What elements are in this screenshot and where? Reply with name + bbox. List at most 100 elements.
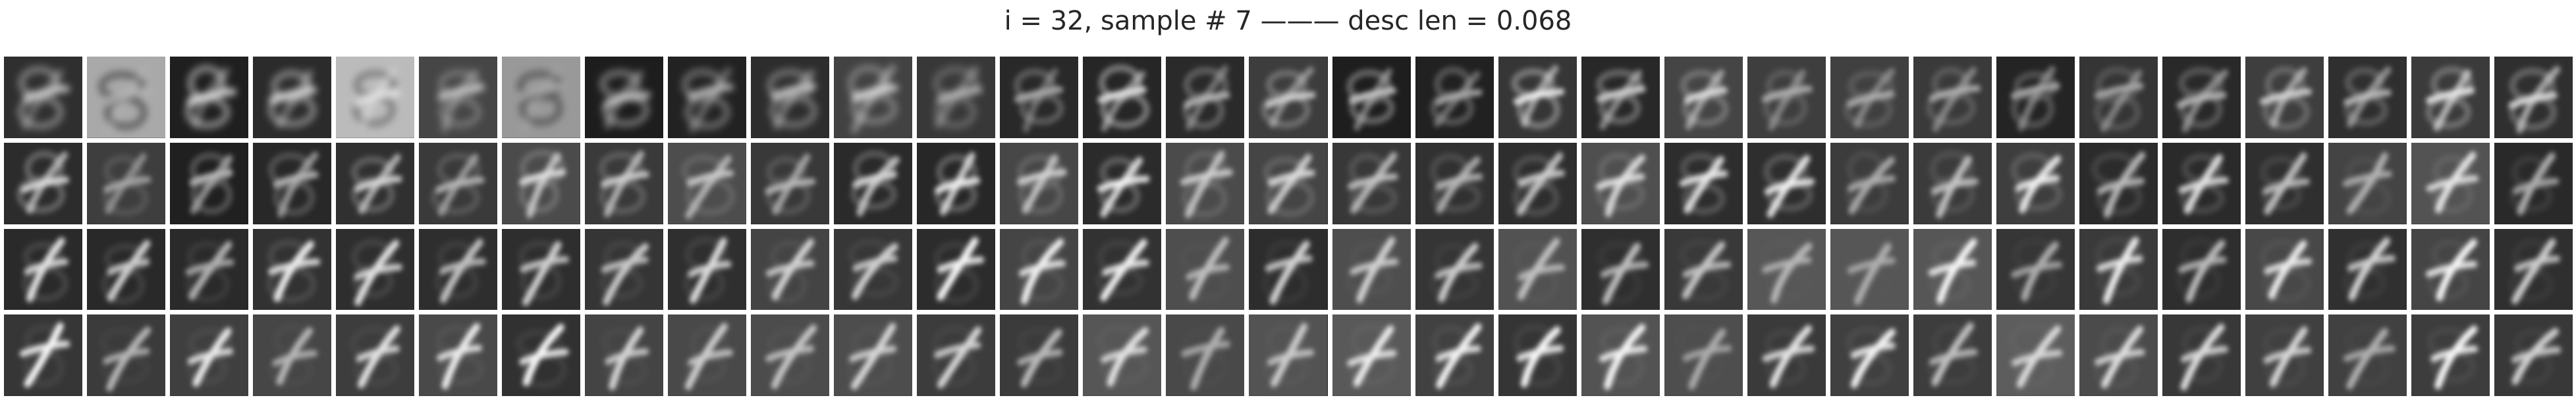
sample-thumbnail (4, 228, 83, 311)
thumbnail-image (2494, 314, 2573, 396)
sample-thumbnail (1332, 142, 1411, 224)
sample-thumbnail (1166, 314, 1245, 396)
image-grid (4, 57, 2573, 396)
sample-thumbnail (253, 228, 332, 311)
thumbnail-image (1996, 142, 2075, 224)
sample-thumbnail (253, 142, 332, 224)
thumbnail-image (1830, 142, 1909, 224)
thumbnail-image (668, 228, 747, 311)
sample-thumbnail (2411, 57, 2490, 138)
sample-thumbnail (1830, 314, 1909, 396)
sample-thumbnail (1996, 228, 2075, 311)
thumbnail-image (668, 314, 747, 396)
thumbnail-image (1249, 142, 1328, 224)
sample-thumbnail (751, 142, 830, 224)
sample-thumbnail (1581, 228, 1660, 311)
sample-thumbnail (585, 314, 664, 396)
thumbnail-image (917, 228, 996, 311)
thumbnail-image (1747, 142, 1826, 224)
sample-thumbnail (4, 314, 83, 396)
thumbnail-image (668, 57, 747, 138)
thumbnail-image (2411, 314, 2490, 396)
thumbnail-image (2162, 228, 2241, 311)
thumbnail-image (4, 314, 83, 396)
thumbnail-image (2245, 142, 2324, 224)
sample-thumbnail (336, 57, 415, 138)
sample-thumbnail (1166, 57, 1245, 138)
thumbnail-image (2079, 142, 2158, 224)
thumbnail-image (336, 314, 415, 396)
sample-thumbnail (1083, 142, 1162, 224)
thumbnail-image (585, 142, 664, 224)
sample-thumbnail (1332, 57, 1411, 138)
thumbnail-image (1996, 314, 2075, 396)
thumbnail-image (253, 57, 332, 138)
sample-thumbnail (2328, 228, 2407, 311)
sample-thumbnail (4, 57, 83, 138)
thumbnail-image (1332, 228, 1411, 311)
thumbnail-image (87, 228, 166, 311)
thumbnail-image (1996, 228, 2075, 311)
thumbnail-image (2328, 228, 2407, 311)
thumbnail-image (1498, 57, 1577, 138)
sample-thumbnail (1996, 314, 2075, 396)
sample-thumbnail (253, 314, 332, 396)
sample-thumbnail (419, 228, 498, 311)
sample-thumbnail (834, 228, 913, 311)
sample-thumbnail (2328, 314, 2407, 396)
sample-thumbnail (1415, 228, 1494, 311)
thumbnail-image (917, 314, 996, 396)
thumbnail-image (834, 314, 913, 396)
sample-thumbnail (1830, 57, 1909, 138)
sample-thumbnail (1913, 57, 1992, 138)
thumbnail-image (1996, 57, 2075, 138)
thumbnail-image (87, 142, 166, 224)
sample-thumbnail (87, 228, 166, 311)
thumbnail-image (170, 142, 249, 224)
thumbnail-image (585, 57, 664, 138)
sample-thumbnail (87, 142, 166, 224)
thumbnail-image (2079, 228, 2158, 311)
thumbnail-image (87, 57, 166, 138)
sample-thumbnail (4, 142, 83, 224)
sample-thumbnail (1249, 57, 1328, 138)
thumbnail-image (2245, 57, 2324, 138)
sample-thumbnail (2494, 142, 2573, 224)
sample-thumbnail (2079, 142, 2158, 224)
sample-thumbnail (419, 57, 498, 138)
sample-thumbnail (1581, 314, 1660, 396)
sample-thumbnail (1249, 228, 1328, 311)
thumbnail-image (1498, 228, 1577, 311)
sample-thumbnail (1747, 57, 1826, 138)
thumbnail-image (170, 228, 249, 311)
thumbnail-image (917, 57, 996, 138)
sample-thumbnail (170, 314, 249, 396)
thumbnail-image (2162, 142, 2241, 224)
thumbnail-image (1581, 142, 1660, 224)
thumbnail-image (2328, 57, 2407, 138)
sample-thumbnail (917, 228, 996, 311)
sample-thumbnail (2328, 57, 2407, 138)
sample-thumbnail (2079, 228, 2158, 311)
thumbnail-image (502, 314, 581, 396)
sample-thumbnail (502, 228, 581, 311)
thumbnail-image (1581, 57, 1660, 138)
thumbnail-image (253, 228, 332, 311)
sample-thumbnail (1830, 142, 1909, 224)
thumbnail-image (1166, 57, 1245, 138)
thumbnail-image (2245, 228, 2324, 311)
thumbnail-image (2328, 314, 2407, 396)
thumbnail-image (419, 314, 498, 396)
sample-thumbnail (1747, 314, 1826, 396)
sample-thumbnail (834, 314, 913, 396)
thumbnail-image (1000, 314, 1079, 396)
sample-thumbnail (170, 57, 249, 138)
thumbnail-image (502, 142, 581, 224)
sample-thumbnail (1913, 142, 1992, 224)
sample-thumbnail (751, 57, 830, 138)
thumbnail-image (834, 57, 913, 138)
sample-thumbnail (336, 142, 415, 224)
thumbnail-image (2494, 142, 2573, 224)
sample-thumbnail (1000, 57, 1079, 138)
sample-thumbnail (668, 57, 747, 138)
